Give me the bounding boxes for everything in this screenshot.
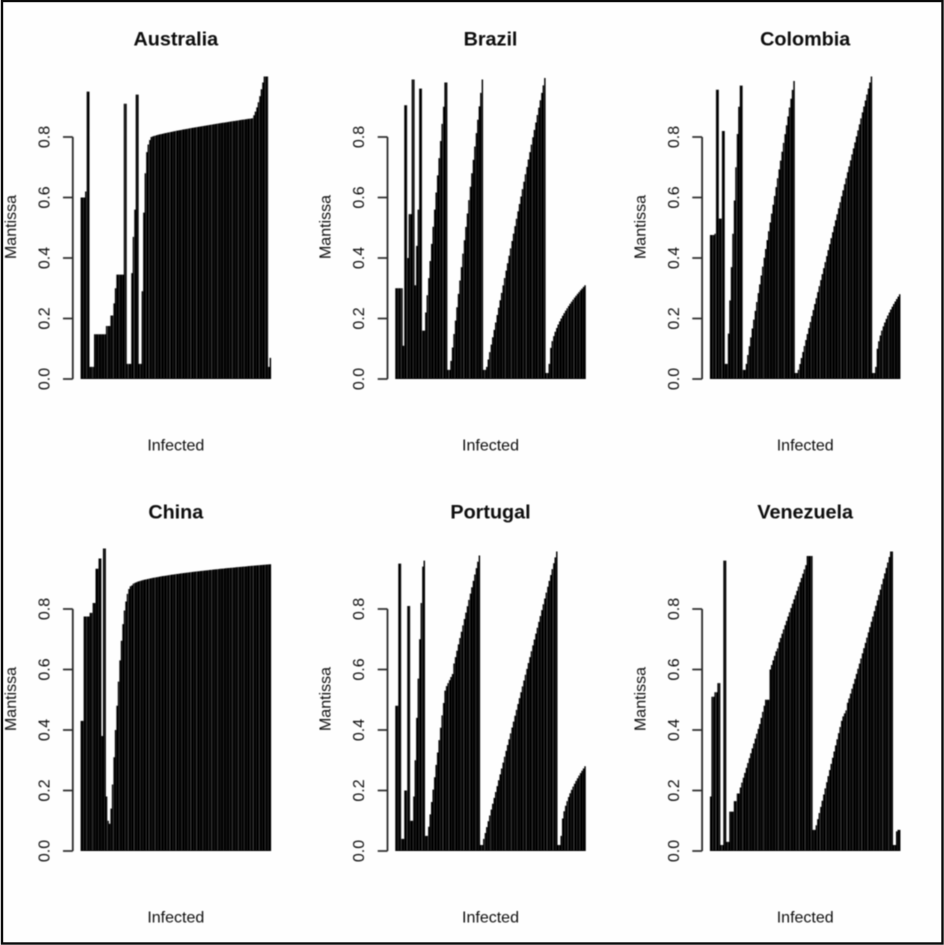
svg-text:0.8: 0.8 bbox=[37, 598, 54, 620]
svg-text:0.6: 0.6 bbox=[666, 186, 683, 208]
svg-text:0.8: 0.8 bbox=[666, 126, 683, 148]
svg-text:Infected: Infected bbox=[147, 909, 204, 926]
svg-text:Infected: Infected bbox=[777, 437, 834, 454]
svg-text:Mantissa: Mantissa bbox=[3, 195, 20, 259]
svg-text:Venezuela: Venezuela bbox=[757, 502, 854, 524]
svg-text:0.6: 0.6 bbox=[666, 658, 683, 680]
svg-text:Mantissa: Mantissa bbox=[632, 195, 649, 259]
svg-text:0.0: 0.0 bbox=[351, 368, 368, 390]
svg-text:0.8: 0.8 bbox=[666, 598, 683, 620]
svg-text:0.6: 0.6 bbox=[351, 186, 368, 208]
svg-text:0.2: 0.2 bbox=[37, 307, 54, 329]
svg-text:Infected: Infected bbox=[462, 909, 519, 926]
svg-text:0.0: 0.0 bbox=[37, 368, 54, 390]
svg-text:Infected: Infected bbox=[147, 437, 204, 454]
svg-text:0.4: 0.4 bbox=[37, 247, 54, 269]
svg-text:0.0: 0.0 bbox=[666, 368, 683, 390]
svg-text:0.4: 0.4 bbox=[37, 719, 54, 741]
svg-text:Mantissa: Mantissa bbox=[318, 195, 335, 259]
svg-text:0.0: 0.0 bbox=[37, 840, 54, 862]
svg-text:0.0: 0.0 bbox=[666, 840, 683, 862]
svg-text:0.4: 0.4 bbox=[351, 247, 368, 269]
svg-text:0.8: 0.8 bbox=[37, 126, 54, 148]
svg-text:0.8: 0.8 bbox=[351, 598, 368, 620]
svg-text:0.6: 0.6 bbox=[351, 658, 368, 680]
svg-text:Portugal: Portugal bbox=[450, 502, 530, 524]
svg-text:0.0: 0.0 bbox=[351, 840, 368, 862]
svg-text:0.2: 0.2 bbox=[37, 779, 54, 801]
svg-text:0.2: 0.2 bbox=[666, 307, 683, 329]
svg-text:Infected: Infected bbox=[462, 437, 519, 454]
svg-text:Mantissa: Mantissa bbox=[318, 667, 335, 731]
svg-text:0.2: 0.2 bbox=[351, 307, 368, 329]
svg-text:0.4: 0.4 bbox=[666, 247, 683, 269]
svg-text:0.4: 0.4 bbox=[351, 719, 368, 741]
svg-text:China: China bbox=[148, 502, 204, 524]
svg-text:0.8: 0.8 bbox=[351, 126, 368, 148]
svg-text:0.6: 0.6 bbox=[37, 186, 54, 208]
svg-text:Mantissa: Mantissa bbox=[632, 667, 649, 731]
svg-text:0.4: 0.4 bbox=[666, 719, 683, 741]
svg-text:Colombia: Colombia bbox=[760, 29, 851, 51]
svg-text:Australia: Australia bbox=[133, 29, 219, 51]
svg-text:0.2: 0.2 bbox=[666, 779, 683, 801]
svg-text:0.2: 0.2 bbox=[351, 779, 368, 801]
svg-text:Infected: Infected bbox=[777, 909, 834, 926]
svg-text:0.6: 0.6 bbox=[37, 658, 54, 680]
svg-text:Brazil: Brazil bbox=[464, 29, 518, 51]
svg-text:Mantissa: Mantissa bbox=[3, 667, 20, 731]
